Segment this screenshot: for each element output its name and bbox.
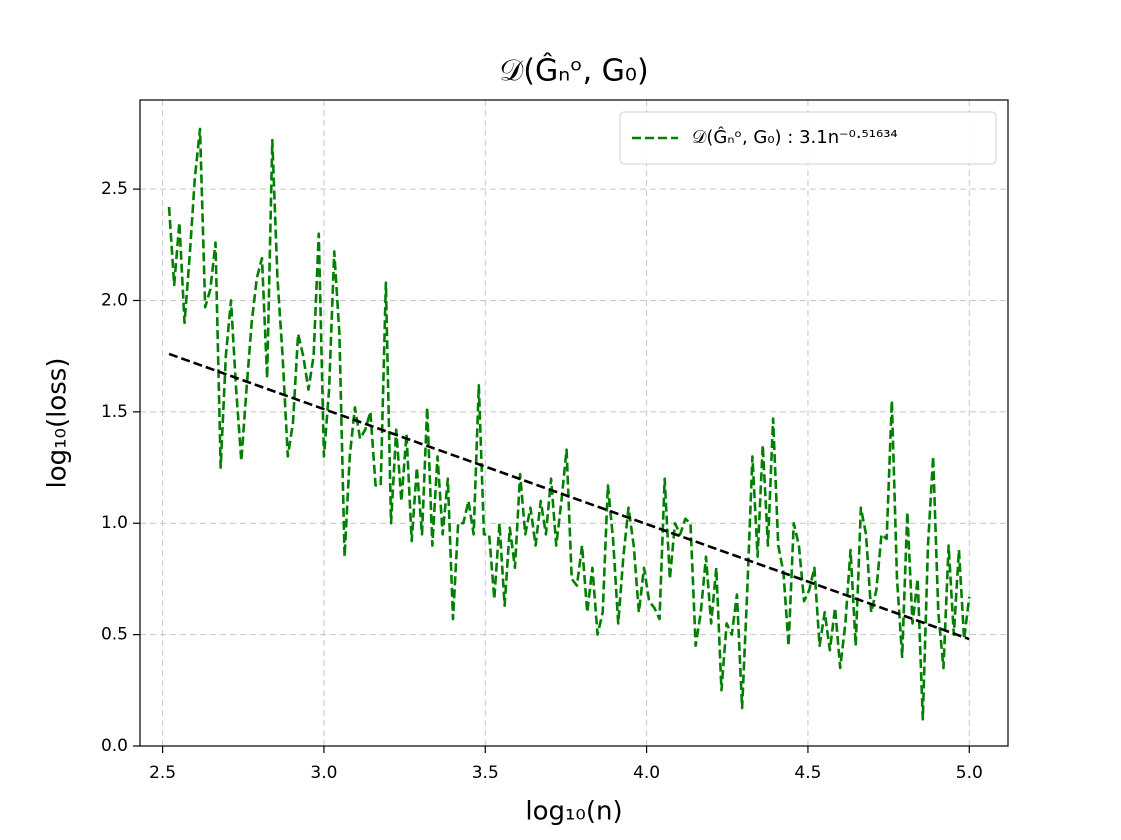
legend-box bbox=[619, 111, 997, 165]
legend-label: 𝒟(Ĝₙᵒ, G₀) : 3.1n⁻⁰·⁵¹⁶³⁴ bbox=[692, 126, 898, 148]
y-tick-label: 0.5 bbox=[101, 625, 128, 645]
chart-title: 𝒟(Ĝₙᵒ, G₀) bbox=[499, 52, 648, 89]
plot-frame bbox=[139, 99, 1009, 747]
y-tick-label: 1.0 bbox=[101, 513, 128, 533]
legend: 𝒟(Ĝₙᵒ, G₀) : 3.1n⁻⁰·⁵¹⁶³⁴ bbox=[619, 111, 997, 165]
x-tick-label: 4.0 bbox=[633, 763, 660, 783]
y-tick-label: 2.0 bbox=[101, 290, 128, 310]
x-tick-label: 2.5 bbox=[149, 763, 176, 783]
x-tick-label: 3.0 bbox=[310, 763, 337, 783]
y-axis-label: log₁₀(loss) bbox=[43, 358, 73, 489]
y-tick-label: 0.0 bbox=[101, 736, 128, 756]
x-axis-label: log₁₀(n) bbox=[525, 797, 622, 827]
x-tick-label: 4.5 bbox=[794, 763, 821, 783]
data-line bbox=[167, 127, 971, 721]
data-line bbox=[168, 352, 970, 641]
x-tick-label: 5.0 bbox=[956, 763, 983, 783]
x-tick-label: 3.5 bbox=[472, 763, 499, 783]
y-tick-label: 1.5 bbox=[101, 402, 128, 422]
y-tick-label: 2.5 bbox=[101, 179, 128, 199]
